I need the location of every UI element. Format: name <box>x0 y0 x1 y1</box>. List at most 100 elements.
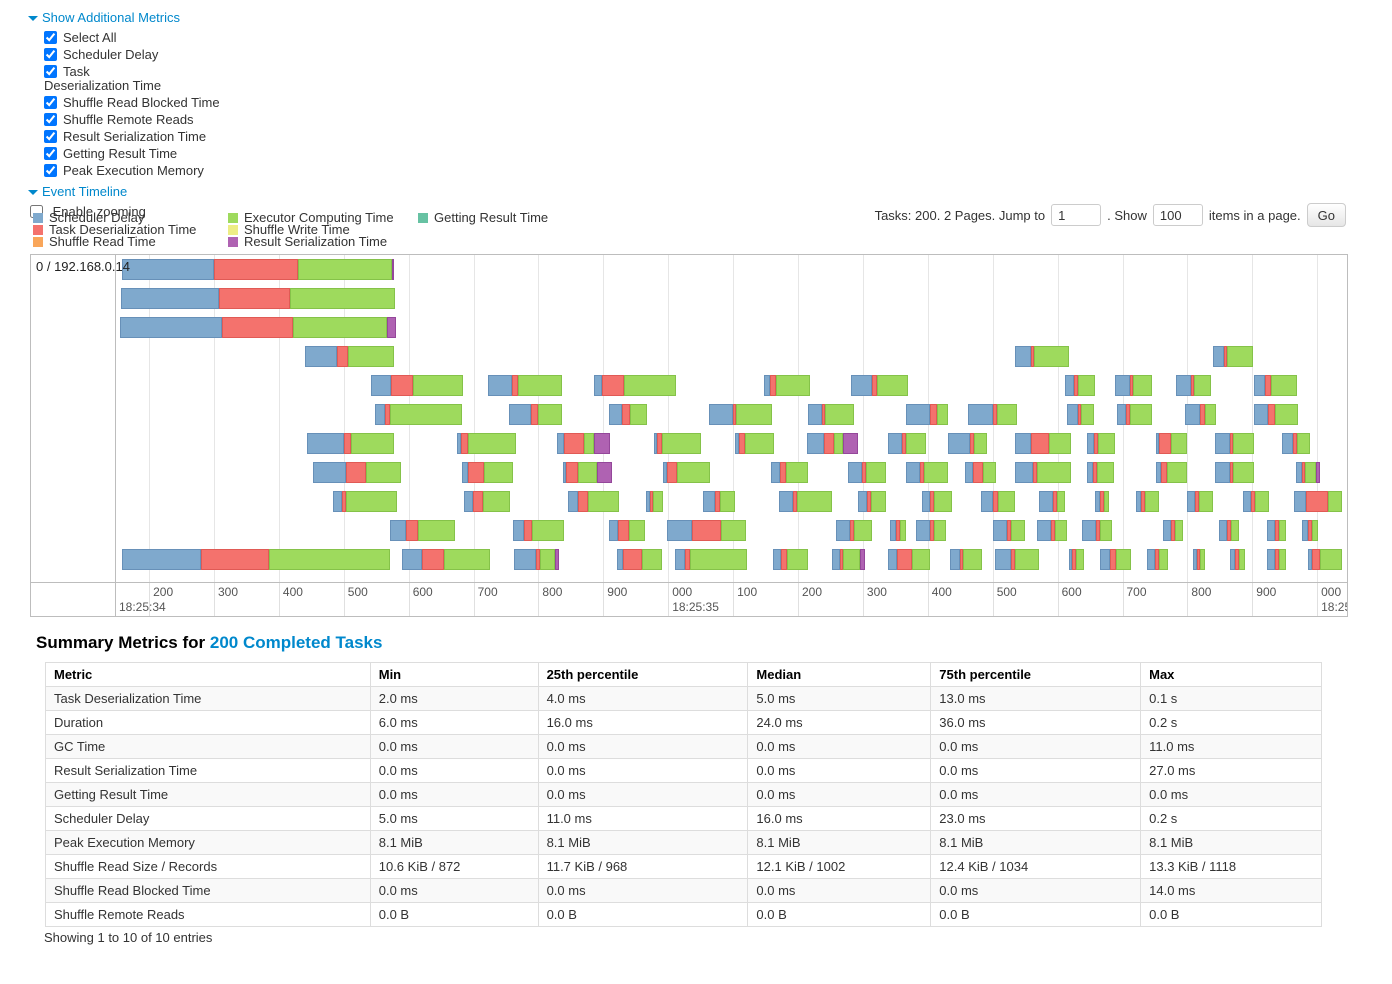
timeline-task-bar[interactable] <box>1176 375 1210 396</box>
timeline-task-bar[interactable] <box>120 317 396 338</box>
checkbox-input[interactable] <box>44 96 57 109</box>
timeline-task-bar[interactable] <box>703 491 735 512</box>
timeline-task-bar[interactable] <box>968 404 1017 425</box>
timeline-task-bar[interactable] <box>981 491 1015 512</box>
timeline-task-bar[interactable] <box>1082 520 1112 541</box>
timeline-task-bar[interactable] <box>462 462 513 483</box>
timeline-task-bar[interactable] <box>609 520 646 541</box>
timeline-task-bar[interactable] <box>1037 520 1067 541</box>
timeline-task-bar[interactable] <box>735 433 774 454</box>
timeline-task-bar[interactable] <box>1254 404 1298 425</box>
timeline-task-bar[interactable] <box>1296 462 1319 483</box>
timeline-task-bar[interactable] <box>1163 520 1182 541</box>
timeline-task-bar[interactable] <box>888 433 926 454</box>
timeline-task-bar[interactable] <box>858 491 886 512</box>
timeline-task-bar[interactable] <box>1282 433 1311 454</box>
timeline-task-bar[interactable] <box>1302 520 1317 541</box>
timeline-task-bar[interactable] <box>457 433 517 454</box>
timeline-task-bar[interactable] <box>122 259 394 280</box>
timeline-task-bar[interactable] <box>646 491 663 512</box>
timeline-task-bar[interactable] <box>1117 404 1151 425</box>
timeline-task-bar[interactable] <box>514 549 558 570</box>
timeline-task-bar[interactable] <box>906 462 948 483</box>
timeline-task-bar[interactable] <box>1087 462 1114 483</box>
timeline-task-bar[interactable] <box>1147 549 1168 570</box>
timeline-task-bar[interactable] <box>402 549 490 570</box>
timeline-task-bar[interactable] <box>594 375 676 396</box>
timeline-task-bar[interactable] <box>1294 491 1342 512</box>
metric-checkbox-scheduler-delay[interactable]: Scheduler Delay <box>44 48 220 62</box>
timeline-task-bar[interactable] <box>1156 462 1188 483</box>
checkbox-input[interactable] <box>44 48 57 61</box>
timeline-task-bar[interactable] <box>1039 491 1065 512</box>
timeline-task-bar[interactable] <box>121 288 395 309</box>
timeline-task-bar[interactable] <box>995 549 1039 570</box>
metric-checkbox-shuffle-read-blocked-time[interactable]: Shuffle Read Blocked Time <box>44 96 220 110</box>
timeline-task-bar[interactable] <box>1230 549 1245 570</box>
event-timeline-toggle[interactable]: Event Timeline <box>28 184 220 199</box>
timeline-task-bar[interactable] <box>773 549 807 570</box>
show-additional-metrics-link[interactable]: Show Additional Metrics <box>42 10 180 25</box>
timeline-task-bar[interactable] <box>888 549 930 570</box>
timeline-task-bar[interactable] <box>836 520 872 541</box>
timeline-task-bar[interactable] <box>950 549 982 570</box>
timeline-task-bar[interactable] <box>709 404 773 425</box>
timeline-task-bar[interactable] <box>609 404 647 425</box>
timeline-task-bar[interactable] <box>1187 491 1213 512</box>
timeline-task-bar[interactable] <box>1193 549 1205 570</box>
timeline-task-bar[interactable] <box>1115 375 1151 396</box>
metric-checkbox-result-serialization-time[interactable]: Result Serialization Time <box>44 130 220 144</box>
timeline-task-bar[interactable] <box>948 433 987 454</box>
timeline-task-bar[interactable] <box>848 462 886 483</box>
timeline-task-bar[interactable] <box>333 491 398 512</box>
timeline-task-bar[interactable] <box>675 549 747 570</box>
timeline-task-bar[interactable] <box>1136 491 1160 512</box>
timeline-task-bar[interactable] <box>771 462 809 483</box>
timeline-task-bar[interactable] <box>906 404 949 425</box>
timeline-task-bar[interactable] <box>890 520 905 541</box>
timeline-task-bar[interactable] <box>779 491 832 512</box>
timeline-task-bar[interactable] <box>1100 549 1130 570</box>
timeline-task-bar[interactable] <box>1156 433 1188 454</box>
timeline-task-bar[interactable] <box>307 433 394 454</box>
checkbox-input[interactable] <box>44 130 57 143</box>
timeline-task-bar[interactable] <box>667 520 746 541</box>
timeline-task-bar[interactable] <box>305 346 394 367</box>
timeline-task-bar[interactable] <box>1267 520 1286 541</box>
timeline-task-bar[interactable] <box>1215 433 1253 454</box>
timeline-task-bar[interactable] <box>654 433 701 454</box>
timeline-task-bar[interactable] <box>965 462 995 483</box>
checkbox-input[interactable] <box>44 147 57 160</box>
timeline-task-bar[interactable] <box>313 462 402 483</box>
timeline-task-bar[interactable] <box>1095 491 1109 512</box>
timeline-task-bar[interactable] <box>1067 404 1094 425</box>
timeline-task-bar[interactable] <box>1219 520 1238 541</box>
timeline-task-bar[interactable] <box>557 433 611 454</box>
timeline-task-bar[interactable] <box>851 375 908 396</box>
timeline-task-bar[interactable] <box>1069 549 1085 570</box>
jump-to-page-input[interactable] <box>1051 204 1101 226</box>
timeline-task-bar[interactable] <box>390 520 455 541</box>
timeline-task-bar[interactable] <box>1065 375 1094 396</box>
metric-checkbox-getting-result-time[interactable]: Getting Result Time <box>44 147 220 161</box>
checkbox-input[interactable] <box>44 113 57 126</box>
checkbox-input[interactable] <box>44 65 57 78</box>
checkbox-input[interactable] <box>44 31 57 44</box>
timeline-task-bar[interactable] <box>808 404 855 425</box>
timeline-task-bar[interactable] <box>122 549 390 570</box>
timeline-task-bar[interactable] <box>568 491 619 512</box>
timeline-task-bar[interactable] <box>922 491 952 512</box>
timeline-task-bar[interactable] <box>807 433 858 454</box>
timeline-task-bar[interactable] <box>764 375 809 396</box>
go-button[interactable]: Go <box>1307 203 1346 227</box>
timeline-task-bar[interactable] <box>1215 462 1253 483</box>
timeline-task-bar[interactable] <box>832 549 866 570</box>
timeline-task-bar[interactable] <box>1267 549 1286 570</box>
timeline-task-bar[interactable] <box>1243 491 1269 512</box>
timeline-task-bar[interactable] <box>1254 375 1297 396</box>
timeline-task-bar[interactable] <box>513 520 564 541</box>
metric-checkbox-select-all[interactable]: Select All <box>44 31 220 45</box>
timeline-task-bar[interactable] <box>375 404 462 425</box>
timeline-task-bar[interactable] <box>663 462 710 483</box>
metric-checkbox-peak-execution-memory[interactable]: Peak Execution Memory <box>44 164 220 178</box>
